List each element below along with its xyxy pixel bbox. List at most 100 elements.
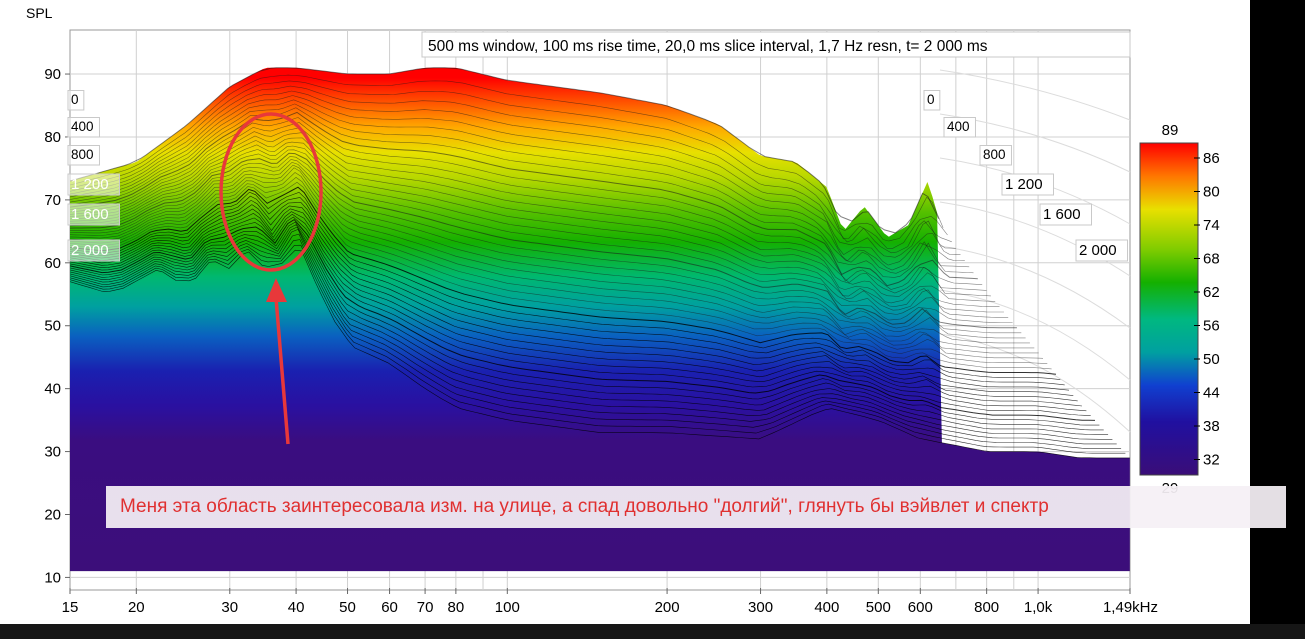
x-tick-label: 600 xyxy=(908,599,933,616)
colorbar-tick-label: 62 xyxy=(1203,284,1220,301)
slice-line xyxy=(70,213,1087,412)
slice-line xyxy=(70,177,1048,364)
perspective-line xyxy=(939,333,1131,433)
y-tick-label: 40 xyxy=(44,381,61,398)
colorbar-tick-label: 56 xyxy=(1203,318,1220,335)
colorbar-tick-label: 32 xyxy=(1203,452,1220,469)
axis-ticks: 15 20 30 40 50 60 70 80 100 200 300 400 500 600 800 1,0… xyxy=(44,66,1158,616)
x-tick-label: 400 xyxy=(814,599,839,616)
slice-label-left: 800 xyxy=(71,147,94,162)
slice-line xyxy=(70,226,1109,435)
slice-label-box xyxy=(67,239,120,262)
x-tick-label: 1,49kHz xyxy=(1103,599,1158,616)
x-tick-label: 1,0k xyxy=(1024,599,1053,616)
slice-line xyxy=(70,204,1074,396)
perspective-line xyxy=(939,69,1131,121)
slice-line xyxy=(70,199,1070,391)
colorbar-tick-label: 44 xyxy=(1203,385,1220,402)
colorbar: 892986807468625650443832 xyxy=(1139,122,1220,497)
slice-line xyxy=(70,99,965,271)
perspective-line xyxy=(939,245,1131,329)
slice-line xyxy=(70,107,974,278)
colorbar-tick-label: 74 xyxy=(1203,217,1220,234)
colorbar-tick-label: 68 xyxy=(1203,251,1220,268)
x-tick-label: 200 xyxy=(655,599,680,616)
slice-line xyxy=(70,152,1017,329)
slice-line xyxy=(70,74,944,242)
slice-label-right: 0 xyxy=(927,92,935,107)
slice-line xyxy=(70,149,1013,323)
colorbar-max-label: 89 xyxy=(1162,122,1179,139)
slice-label-left: 0 xyxy=(71,92,79,107)
slice-line xyxy=(70,145,1009,318)
colorbar-tick-label: 50 xyxy=(1203,351,1220,368)
slice-label-box xyxy=(943,117,976,138)
slice-label-box xyxy=(67,145,100,166)
slice-line xyxy=(70,218,1096,421)
slice-line xyxy=(70,67,940,234)
x-tick-label: 50 xyxy=(339,599,356,616)
slice-line xyxy=(70,186,1057,375)
slice-line xyxy=(70,122,987,294)
colorbar-tick-label: 80 xyxy=(1203,184,1220,201)
x-tick-label: 70 xyxy=(417,599,434,616)
slice-label-left: 1 200 xyxy=(71,176,109,193)
bottom-strip xyxy=(0,624,1305,639)
annotation-note: Меня эта область заинтересовала изм. на … xyxy=(106,486,1286,528)
slice-line xyxy=(70,181,1052,370)
y-tick-label: 50 xyxy=(44,318,61,335)
slice-label-left: 1 600 xyxy=(71,206,109,223)
annotation-marker xyxy=(219,112,323,445)
x-tick-label: 40 xyxy=(288,599,305,616)
colorbar-gradient xyxy=(1139,142,1199,476)
slice-line xyxy=(70,161,1030,344)
slice-line xyxy=(70,229,1113,440)
slice-label-right: 400 xyxy=(947,119,970,134)
slice-label-left: 400 xyxy=(71,119,94,134)
slice-line xyxy=(70,249,1130,459)
y-tick-label: 30 xyxy=(44,444,61,461)
slice-line xyxy=(70,221,1100,426)
x-tick-label: 300 xyxy=(748,599,773,616)
x-tick-label: 80 xyxy=(448,599,465,616)
slice-line xyxy=(70,90,957,258)
slice-label-box xyxy=(1039,203,1092,226)
y-tick-label: 20 xyxy=(44,506,61,523)
y-tick-label: 60 xyxy=(44,255,61,272)
slice-line xyxy=(70,95,961,266)
slice-label-right: 1 200 xyxy=(1005,176,1043,193)
slice-label-box xyxy=(67,173,120,196)
perspective-line xyxy=(939,201,1131,277)
slice-label-left: 2 000 xyxy=(71,242,109,259)
slice-label-box xyxy=(67,90,85,111)
slice-line xyxy=(70,156,1022,334)
highlight-ellipse xyxy=(219,112,323,272)
slice-line xyxy=(70,195,1065,386)
waterfall-surface xyxy=(70,67,1130,572)
y-axis-label: SPL xyxy=(26,5,53,21)
x-tick-label: 15 xyxy=(62,599,79,616)
y-tick-label: 70 xyxy=(44,192,61,209)
x-tick-label: 100 xyxy=(495,599,520,616)
slice-label-box xyxy=(67,117,100,138)
x-tick-label: 500 xyxy=(866,599,891,616)
slice-line xyxy=(70,172,1044,359)
slice-line xyxy=(70,224,1104,431)
chart-title-box: 500 ms window, 100 ms rise time, 20,0 ms… xyxy=(421,31,1131,58)
annotation-arrow-head xyxy=(266,278,287,302)
x-tick-label: 800 xyxy=(974,599,999,616)
y-tick-label: 10 xyxy=(44,569,61,586)
slice-line xyxy=(70,208,1078,402)
chart-title: 500 ms window, 100 ms rise time, 20,0 ms… xyxy=(428,38,988,55)
slice-line xyxy=(70,127,991,297)
slice-line xyxy=(70,85,952,254)
slice-label-box xyxy=(1001,173,1054,196)
slice-line xyxy=(70,132,996,304)
y-tick-label: 90 xyxy=(44,66,61,83)
colorbar-tick-label: 38 xyxy=(1203,418,1220,435)
slice-line xyxy=(70,244,1126,454)
slice-line xyxy=(70,103,970,274)
waterfall-chart: 15 20 30 40 50 60 70 80 100 200 300 400 500 600 800 1,0… xyxy=(26,5,1220,616)
slice-label-box xyxy=(1075,239,1128,262)
